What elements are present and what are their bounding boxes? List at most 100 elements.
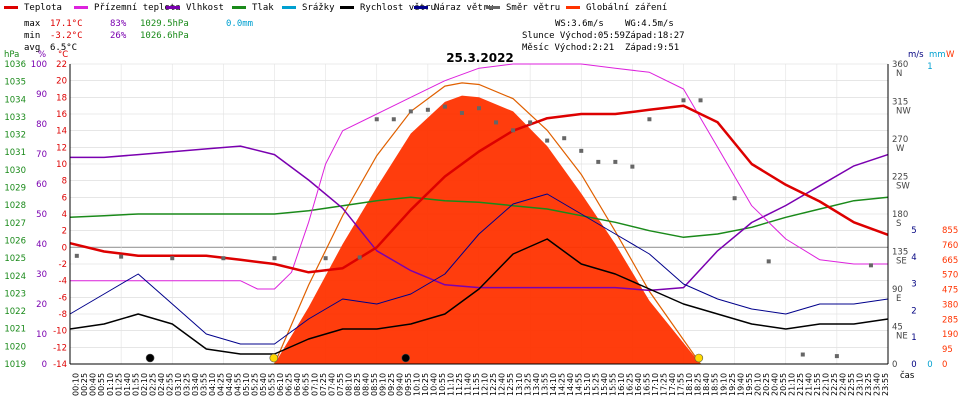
x-tick-label: 12:55 — [506, 373, 515, 396]
series-line-temp — [69, 104, 889, 274]
y-tick-pct: 60 — [36, 180, 47, 190]
y-tick-hpa: 1025 — [4, 254, 26, 264]
y-tick-mm: 0 — [927, 360, 932, 370]
y-tick-hpa: 1022 — [4, 307, 26, 317]
y-tick-wm2: 760 — [942, 241, 958, 251]
y-tick-wm2: 570 — [942, 271, 958, 281]
x-tick-label: 06:55 — [302, 373, 311, 396]
series-point-dir — [834, 354, 839, 359]
y-tick-wm2: 855 — [942, 226, 958, 236]
x-tick-label: 00:10 — [72, 373, 81, 396]
x-tick-label: 14:40 — [566, 373, 575, 396]
x-tick-label: 11:40 — [464, 373, 473, 396]
radiation-area — [274, 95, 701, 364]
y-tick-hpa: 1028 — [4, 201, 26, 211]
x-tick-label: 12:40 — [498, 373, 507, 396]
y-tick-pct: 90 — [36, 90, 47, 100]
info-wg: WG:4.5m/s — [625, 19, 674, 29]
y-tick-ms: 5 — [911, 226, 916, 236]
axis-unit-wm2: W — [946, 50, 955, 60]
x-tick-label: 07:55 — [336, 373, 345, 396]
x-tick-label: 10:10 — [413, 373, 422, 396]
y-tick-temp: -10 — [53, 327, 67, 337]
x-tick-label: 02:25 — [148, 373, 157, 396]
x-tick-label: 22:55 — [847, 373, 856, 396]
y-tick-dir: 45 — [892, 323, 903, 333]
series-point-dir — [357, 255, 362, 260]
x-tick-label: 02:40 — [157, 373, 166, 396]
legend-label-pressure: Tlak — [252, 3, 274, 13]
x-tick-label: 08:25 — [353, 373, 362, 396]
series-point-dir — [562, 136, 567, 141]
stat-avg-label: avg — [24, 43, 40, 53]
y-tick-dir: 135 — [892, 248, 908, 258]
line-series — [69, 63, 889, 359]
y-tick-hpa: 1023 — [4, 289, 26, 299]
chart-title: 25.3.2022 — [446, 51, 514, 65]
y-tick-hpa: 1029 — [4, 184, 26, 194]
series-point-dir — [647, 117, 652, 122]
x-tick-label: 06:40 — [293, 373, 302, 396]
x-tick-label: 20:55 — [779, 373, 788, 396]
x-tick-label: 14:55 — [574, 373, 583, 396]
series-point-dir — [221, 256, 226, 261]
stat-max-press: 1029.5hPa — [140, 19, 189, 29]
y-tick-hpa: 1032 — [4, 131, 26, 141]
y-tick-dir: 270 — [892, 135, 908, 145]
x-tick-label: 11:55 — [472, 373, 481, 396]
legend-swatch-pressure — [232, 6, 246, 9]
legend-label-felt: Přízemní teplota — [94, 3, 181, 13]
x-tick-label: 02:55 — [165, 373, 174, 396]
series-point-dir — [494, 120, 499, 125]
y-tick-dir: 315 — [892, 98, 908, 108]
axis-unit-pct: % — [38, 50, 46, 60]
x-tick-label: 03:55 — [200, 373, 209, 396]
x-tick-label: 10:55 — [438, 373, 447, 396]
x-tick-label: 12:10 — [481, 373, 490, 396]
series-point-dir — [391, 117, 396, 122]
series-point-dir — [272, 256, 277, 261]
series-point-dir — [459, 110, 464, 115]
x-tick-label: 22:10 — [822, 373, 831, 396]
x-tick-label: 15:10 — [583, 373, 592, 396]
stat-rain: 0.0mm — [226, 19, 253, 29]
series-point-dir — [374, 117, 379, 122]
y-tick-hpa: 1021 — [4, 325, 26, 335]
stat-min-press: 1026.6hPa — [140, 31, 189, 41]
series-line-wind — [69, 238, 889, 355]
y-tick-dir-compass: E — [896, 294, 901, 304]
series-point-dir — [323, 256, 328, 261]
series-point-dir — [477, 106, 481, 111]
x-tick-label: 08:55 — [370, 373, 379, 396]
legend-label-rain: Srážky — [302, 3, 335, 13]
series-point-dir — [800, 352, 805, 357]
y-tick-dir-compass: SW — [896, 182, 910, 192]
y-tick-pct: 0 — [42, 360, 47, 370]
legend-swatch-rain — [282, 6, 296, 9]
series-point-dir — [766, 259, 771, 264]
x-tick-label: 08:10 — [344, 373, 353, 396]
series-point-dir — [170, 256, 175, 261]
stat-min-hum: 26% — [110, 31, 127, 41]
x-tick-label: 20:25 — [762, 373, 771, 396]
legend-label-rad: Globální záření — [586, 3, 667, 13]
y-tick-hpa: 1026 — [4, 236, 26, 246]
y-tick-dir: 0 — [892, 360, 897, 370]
axis-unit-ms: m/s — [908, 50, 924, 60]
info-moon: Měsíc Východ:2:21 — [522, 43, 614, 53]
x-tick-label: 23:40 — [873, 373, 882, 396]
axes: 1036103510341033103210311030102910281027… — [4, 60, 958, 396]
y-tick-dir-compass: NW — [896, 107, 911, 117]
series-line-felt — [70, 63, 888, 290]
x-tick-label: 14:10 — [549, 373, 558, 396]
y-tick-wm2: 95 — [942, 345, 953, 355]
series-point-dir — [442, 104, 447, 109]
x-tick-label: 04:25 — [217, 373, 226, 396]
y-tick-temp: 2 — [62, 227, 67, 237]
x-tick-label: 18:40 — [702, 373, 711, 396]
y-tick-dir-compass: W — [896, 144, 905, 154]
y-tick-wm2: 0 — [942, 360, 947, 370]
info-ws: WS:3.6m/s — [555, 19, 604, 29]
x-tick-label: 09:25 — [387, 373, 396, 396]
